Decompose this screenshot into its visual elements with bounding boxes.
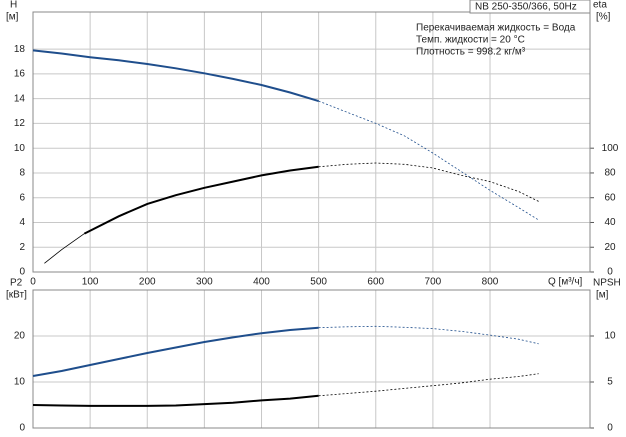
x-tick-label: 700 bbox=[425, 277, 442, 288]
curve bbox=[318, 373, 539, 397]
x-tick-label: 600 bbox=[367, 277, 384, 288]
y-tick-label: 6 bbox=[19, 192, 25, 203]
y2-tick-label: 20 bbox=[604, 242, 616, 253]
y-tick-label: 10 bbox=[14, 143, 26, 154]
y2-tick-label: 5 bbox=[607, 377, 613, 388]
curve bbox=[32, 394, 319, 407]
y2-tick-label: 100 bbox=[602, 143, 619, 154]
x-tick-label: 0 bbox=[30, 277, 36, 288]
curve bbox=[32, 326, 319, 377]
y2-tick-label: 40 bbox=[604, 217, 616, 228]
y-tick-label: 4 bbox=[19, 217, 25, 228]
y-tick-label: 10 bbox=[14, 377, 26, 388]
y-tick-label: 8 bbox=[19, 168, 25, 179]
y-tick-label: 16 bbox=[14, 69, 26, 80]
y2-tick-label: 60 bbox=[604, 192, 616, 203]
curve bbox=[32, 49, 319, 103]
x-tick-label: 100 bbox=[82, 277, 99, 288]
x-label: Q [м³/ч] bbox=[548, 277, 583, 288]
curve bbox=[318, 100, 539, 221]
y2-tick-label: 80 bbox=[604, 168, 616, 179]
note: Плотность = 998.2 кг/м³ bbox=[416, 47, 526, 58]
curve bbox=[83, 165, 319, 235]
y2-label: NPSH bbox=[593, 278, 621, 289]
y-tick-label: 14 bbox=[14, 93, 26, 104]
y-label: H bbox=[10, 0, 17, 11]
curve bbox=[44, 233, 85, 264]
y2-tick-label: 0 bbox=[607, 267, 613, 278]
chart-title: NB 250-350/366, 50Hz bbox=[475, 2, 577, 13]
curve bbox=[318, 325, 539, 345]
note: Перекачиваемая жидкость = Вода bbox=[416, 23, 576, 34]
plot-frame bbox=[32, 289, 591, 429]
y-label: P2 bbox=[10, 278, 23, 289]
x-tick-label: 400 bbox=[253, 277, 270, 288]
x-tick-label: 200 bbox=[139, 277, 156, 288]
x-tick-label: 800 bbox=[482, 277, 499, 288]
y2-unit: [м] bbox=[596, 290, 609, 301]
y-tick-label: 12 bbox=[14, 118, 26, 129]
y-tick-label: 20 bbox=[14, 331, 26, 342]
x-tick-label: 300 bbox=[196, 277, 213, 288]
y2-tick-label: 0 bbox=[607, 423, 613, 434]
y2-label: eta bbox=[593, 0, 607, 11]
y-tick-label: 18 bbox=[14, 44, 26, 55]
note: Темп. жидкости = 20 °C bbox=[416, 35, 525, 46]
y2-unit: [%] bbox=[596, 12, 611, 23]
x-tick-label: 500 bbox=[310, 277, 327, 288]
curve bbox=[318, 162, 539, 202]
y-tick-label: 0 bbox=[19, 267, 25, 278]
y-tick-label: 0 bbox=[19, 423, 25, 434]
y2-tick-label: 10 bbox=[604, 331, 616, 342]
y-unit: [м] bbox=[6, 12, 19, 23]
title-box bbox=[469, 0, 591, 14]
y-unit: [кВт] bbox=[6, 290, 27, 301]
y-tick-label: 2 bbox=[19, 242, 25, 253]
plot-frame bbox=[32, 11, 591, 273]
